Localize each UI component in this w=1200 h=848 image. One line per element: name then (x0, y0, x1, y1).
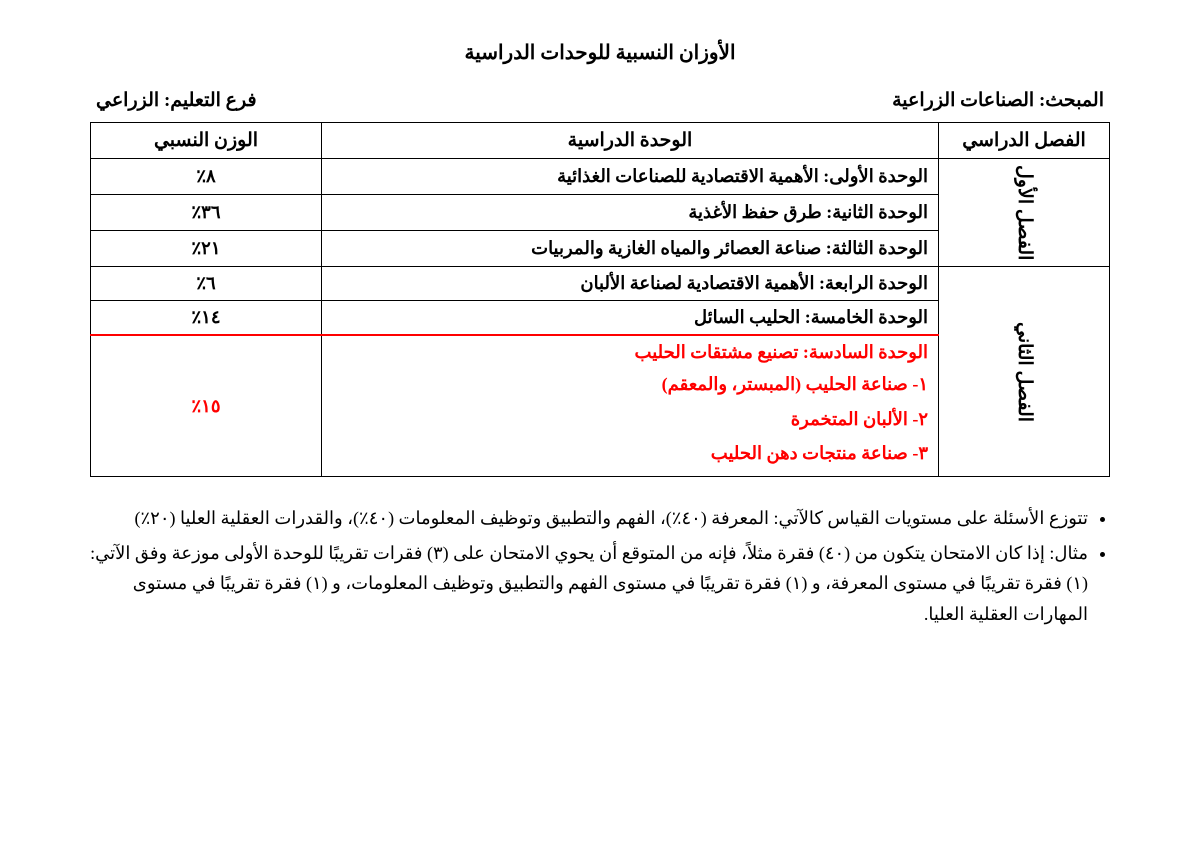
list-item: ١- صناعة الحليب (المبستر، والمعقم) (332, 367, 928, 401)
unit-cell: الوحدة الرابعة: الأهمية الاقتصادية لصناع… (322, 267, 939, 301)
branch-value: الزراعي (96, 90, 159, 111)
weight-cell: ٢١٪ (91, 231, 322, 267)
header-row: المبحث: الصناعات الزراعية فرع التعليم: ا… (90, 89, 1110, 112)
weight-cell: ٨٪ (91, 159, 322, 195)
subject-value: الصناعات الزراعية (892, 90, 1034, 111)
subject-label: المبحث: (1039, 90, 1104, 111)
unit-cell: الوحدة الخامسة: الحليب السائل (322, 301, 939, 336)
col-weight-header: الوزن النسبي (91, 123, 322, 159)
semester-2-cell: الفصل الثاني (939, 267, 1110, 477)
unit-cell: الوحدة الأولى: الأهمية الاقتصادية للصناع… (322, 159, 939, 195)
unit-cell: الوحدة الثانية: طرق حفظ الأغذية (322, 195, 939, 231)
unit-cell: الوحدة الثالثة: صناعة العصائر والمياه ال… (322, 231, 939, 267)
table-row: الفصل الأول الوحدة الأولى: الأهمية الاقت… (91, 159, 1110, 195)
weight-cell: ٣٦٪ (91, 195, 322, 231)
branch-label: فرع التعليم: (164, 90, 257, 111)
table-row: الفصل الثاني الوحدة الرابعة: الأهمية الا… (91, 267, 1110, 301)
col-semester-header: الفصل الدراسي (939, 123, 1110, 159)
list-item: تتوزع الأسئلة على مستويات القياس كالآتي:… (90, 503, 1088, 534)
subject-block: المبحث: الصناعات الزراعية (892, 89, 1104, 112)
weight-cell: ١٥٪ (91, 335, 322, 476)
weight-cell: ١٤٪ (91, 301, 322, 336)
list-item: ٢- الألبان المتخمرة (332, 402, 928, 436)
col-unit-header: الوحدة الدراسية (322, 123, 939, 159)
table-header-row: الفصل الدراسي الوحدة الدراسية الوزن النس… (91, 123, 1110, 159)
list-item: مثال: إذا كان الامتحان يتكون من (٤٠) فقر… (90, 538, 1088, 630)
branch-block: فرع التعليم: الزراعي (96, 89, 257, 112)
unit-6-sublist: ١- صناعة الحليب (المبستر، والمعقم) ٢- ال… (332, 367, 928, 470)
semester-1-cell: الفصل الأول (939, 159, 1110, 267)
weights-table: الفصل الدراسي الوحدة الدراسية الوزن النس… (90, 122, 1110, 477)
notes-list: تتوزع الأسئلة على مستويات القياس كالآتي:… (90, 503, 1110, 629)
unit-cell: الوحدة السادسة: تصنيع مشتقات الحليب ١- ص… (322, 335, 939, 476)
list-item: ٣- صناعة منتجات دهن الحليب (332, 436, 928, 470)
unit-6-title: الوحدة السادسة: تصنيع مشتقات الحليب (635, 342, 928, 362)
page-title: الأوزان النسبية للوحدات الدراسية (90, 40, 1110, 65)
weight-cell: ٦٪ (91, 267, 322, 301)
